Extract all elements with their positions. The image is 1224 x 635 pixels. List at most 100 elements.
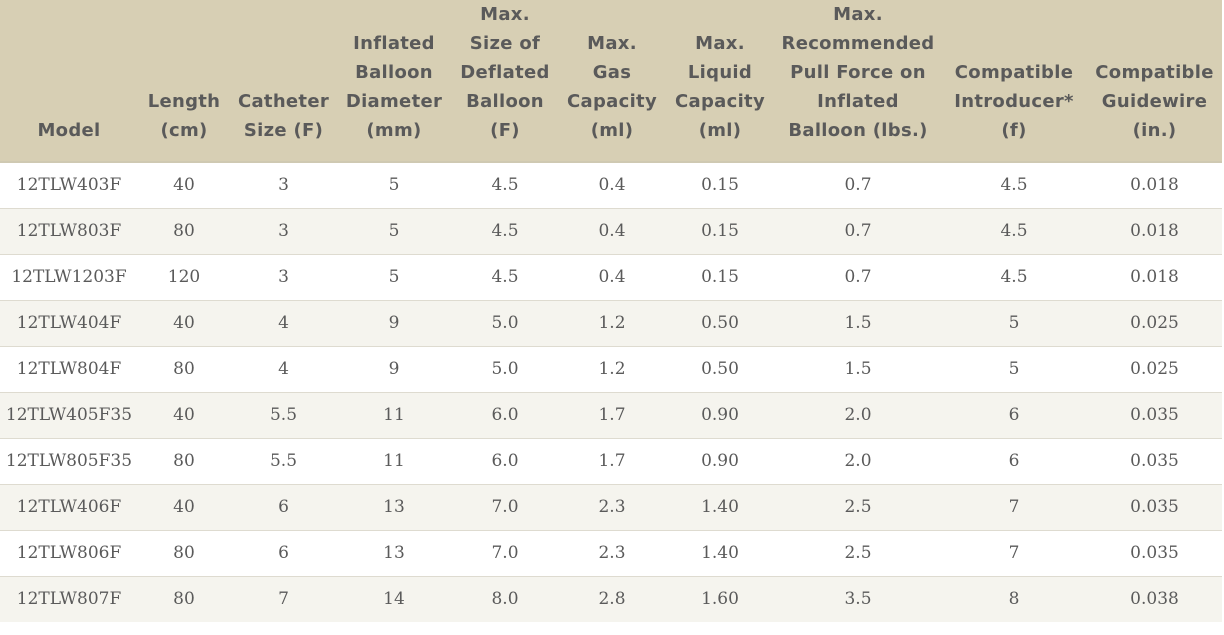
cell-pull-force: 0.7 bbox=[844, 175, 872, 196]
cell-guidewire: 0.025 bbox=[1130, 359, 1179, 379]
cell-deflated-size: 4.5 bbox=[491, 175, 519, 196]
header-introducer: Compatible Introducer* (f) bbox=[954, 62, 1074, 141]
cell-catheter-size: 4 bbox=[278, 313, 289, 333]
cell-guidewire: 0.035 bbox=[1130, 543, 1179, 563]
table-row: 12TLW804F 80 4 9 5.0 1.2 0.50 1.5 5 0.025 bbox=[0, 346, 1222, 392]
header-catheter-size: Catheter Size (F) bbox=[237, 91, 330, 141]
cell-deflated-size: 8.0 bbox=[491, 589, 519, 610]
cell-guidewire: 0.025 bbox=[1130, 313, 1179, 333]
cell-catheter-size: 5.5 bbox=[269, 451, 298, 471]
header-guidewire: Compatible Guidewire (in.) bbox=[1095, 62, 1214, 141]
cell-pull-force: 2.0 bbox=[844, 405, 872, 425]
cell-deflated-size: 6.0 bbox=[491, 405, 519, 425]
cell-guidewire: 0.035 bbox=[1130, 451, 1179, 471]
cell-pull-force: 2.5 bbox=[844, 497, 872, 517]
cell-deflated-size: 6.0 bbox=[491, 451, 519, 471]
cell-balloon-diameter: 9 bbox=[388, 313, 400, 333]
cell-catheter-size: 6 bbox=[278, 543, 289, 563]
cell-guidewire: 0.035 bbox=[1130, 497, 1179, 517]
cell-pull-force: 0.7 bbox=[844, 221, 872, 241]
cell-pull-force: 1.5 bbox=[844, 313, 872, 333]
cell-pull-force: 2.0 bbox=[844, 451, 872, 471]
cell-gas-capacity: 1.7 bbox=[598, 405, 626, 425]
cell-guidewire: 0.038 bbox=[1130, 589, 1179, 610]
table-row: 12TLW803F 80 3 5 4.5 0.4 0.15 0.7 4.5 0.018 bbox=[0, 208, 1222, 254]
cell-balloon-diameter: 5 bbox=[388, 221, 400, 241]
cell-catheter-size: 7 bbox=[278, 589, 289, 610]
cell-model: 12TLW805F35 bbox=[5, 451, 133, 471]
cell-gas-capacity: 1.7 bbox=[598, 451, 626, 471]
header-gas-capacity: Max. Gas Capacity (ml) bbox=[567, 33, 657, 141]
header-row: Model Length (cm) Catheter Size (F) Infl… bbox=[0, 0, 1222, 162]
cell-guidewire: 0.018 bbox=[1130, 221, 1179, 241]
cell-introducer: 7 bbox=[1008, 497, 1020, 517]
cell-balloon-diameter: 5 bbox=[388, 175, 400, 196]
header-liquid-capacity: Max. Liquid Capacity (ml) bbox=[675, 33, 765, 141]
cell-length: 80 bbox=[173, 221, 195, 241]
cell-guidewire: 0.018 bbox=[1130, 175, 1179, 196]
cell-liquid-capacity: 1.40 bbox=[701, 543, 739, 563]
table-body: 12TLW403F 40 3 5 4.5 0.4 0.15 0.7 4.5 0.018 12TLW8… bbox=[0, 162, 1222, 622]
cell-length: 40 bbox=[173, 313, 195, 333]
cell-liquid-capacity: 1.40 bbox=[701, 497, 739, 517]
cell-deflated-size: 7.0 bbox=[491, 497, 519, 517]
cell-liquid-capacity: 0.15 bbox=[701, 221, 739, 241]
cell-catheter-size: 3 bbox=[278, 175, 289, 196]
cell-gas-capacity: 2.8 bbox=[598, 589, 626, 610]
cell-gas-capacity: 0.4 bbox=[598, 175, 626, 196]
cell-gas-capacity: 1.2 bbox=[598, 359, 626, 379]
table-row: 12TLW806F 80 6 13 7.0 2.3 1.40 2.5 7 0.035 bbox=[0, 530, 1222, 576]
cell-length: 40 bbox=[173, 405, 195, 425]
cell-balloon-diameter: 11 bbox=[383, 451, 405, 471]
table-row: 12TLW1203F 120 3 5 4.5 0.4 0.15 0.7 4.5 0.018 bbox=[0, 254, 1222, 300]
table-row: 12TLW406F 40 6 13 7.0 2.3 1.40 2.5 7 0.035 bbox=[0, 484, 1222, 530]
cell-model: 12TLW806F bbox=[16, 543, 122, 563]
cell-gas-capacity: 1.2 bbox=[598, 313, 626, 333]
table-row: 12TLW807F 80 7 14 8.0 2.8 1.60 3.5 8 0.038 bbox=[0, 576, 1222, 622]
cell-model: 12TLW804F bbox=[16, 359, 122, 379]
cell-length: 40 bbox=[173, 175, 195, 196]
cell-liquid-capacity: 0.90 bbox=[701, 405, 739, 425]
cell-liquid-capacity: 0.50 bbox=[701, 313, 739, 333]
cell-balloon-diameter: 11 bbox=[383, 405, 405, 425]
cell-length: 80 bbox=[173, 359, 195, 379]
cell-deflated-size: 5.0 bbox=[491, 359, 519, 379]
cell-deflated-size: 5.0 bbox=[491, 313, 519, 333]
cell-model: 12TLW406F bbox=[16, 497, 122, 517]
cell-pull-force: 1.5 bbox=[844, 359, 872, 379]
cell-deflated-size: 4.5 bbox=[491, 221, 519, 241]
cell-introducer: 4.5 bbox=[1000, 267, 1028, 287]
header-deflated-size: Max. Size of Deflated Balloon (F) bbox=[460, 4, 550, 141]
header-model: Model bbox=[37, 120, 101, 141]
cell-guidewire: 0.035 bbox=[1130, 405, 1179, 425]
cell-balloon-diameter: 14 bbox=[383, 589, 405, 610]
cell-catheter-size: 4 bbox=[278, 359, 289, 379]
table-row: 12TLW403F 40 3 5 4.5 0.4 0.15 0.7 4.5 0.018 bbox=[0, 162, 1222, 208]
cell-length: 80 bbox=[173, 589, 195, 610]
cell-length: 40 bbox=[173, 497, 195, 517]
cell-balloon-diameter: 5 bbox=[388, 267, 400, 287]
cell-introducer: 5 bbox=[1008, 313, 1020, 333]
cell-balloon-diameter: 9 bbox=[388, 359, 400, 379]
cell-introducer: 7 bbox=[1008, 543, 1020, 563]
cell-pull-force: 3.5 bbox=[844, 589, 872, 610]
cell-liquid-capacity: 1.60 bbox=[701, 589, 739, 610]
cell-pull-force: 0.7 bbox=[844, 267, 872, 287]
cell-gas-capacity: 0.4 bbox=[598, 221, 626, 241]
cell-balloon-diameter: 13 bbox=[383, 497, 405, 517]
cell-guidewire: 0.018 bbox=[1130, 267, 1179, 287]
cell-introducer: 4.5 bbox=[1000, 175, 1028, 196]
cell-model: 12TLW1203F bbox=[11, 267, 127, 287]
table-row: 12TLW404F 40 4 9 5.0 1.2 0.50 1.5 5 0.025 bbox=[0, 300, 1222, 346]
cell-introducer: 4.5 bbox=[1000, 221, 1028, 241]
cell-deflated-size: 7.0 bbox=[491, 543, 519, 563]
cell-model: 12TLW404F bbox=[16, 313, 122, 333]
cell-length: 120 bbox=[167, 267, 201, 287]
cell-catheter-size: 3 bbox=[278, 267, 289, 287]
cell-liquid-capacity: 0.90 bbox=[701, 451, 739, 471]
cell-deflated-size: 4.5 bbox=[491, 267, 519, 287]
catheter-specs-table: Model Length (cm) Catheter Size (F) Infl… bbox=[0, 0, 1222, 622]
cell-catheter-size: 3 bbox=[278, 221, 289, 241]
cell-catheter-size: 6 bbox=[278, 497, 289, 517]
cell-pull-force: 2.5 bbox=[844, 543, 872, 563]
